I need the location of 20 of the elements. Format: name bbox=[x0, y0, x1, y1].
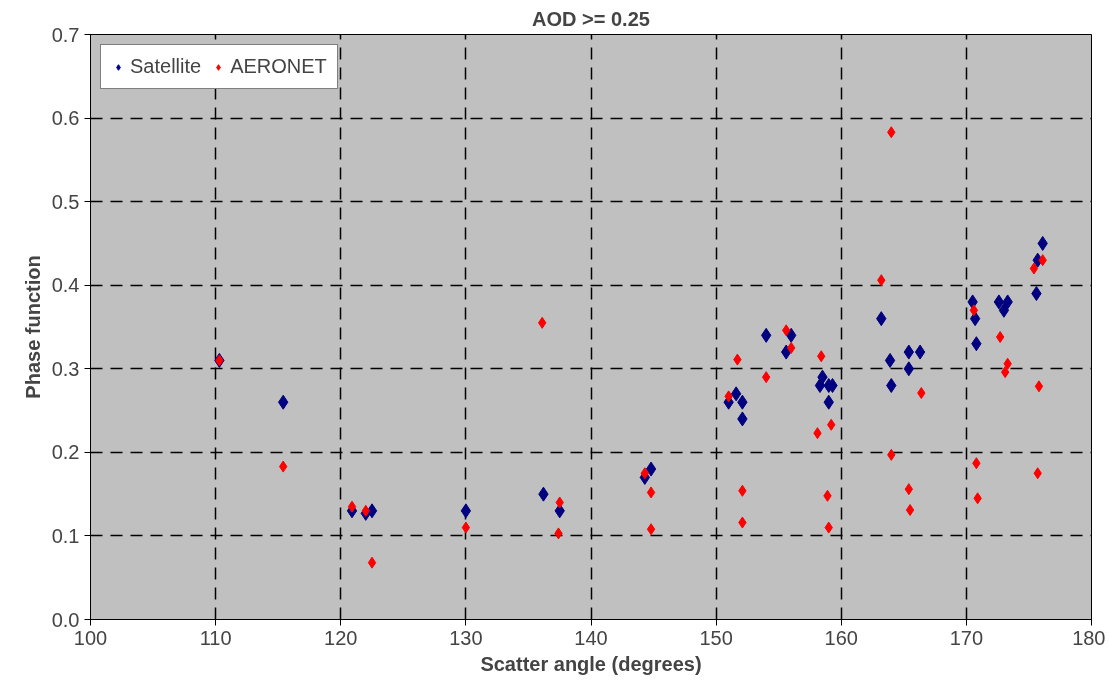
y-tick-label: 0.5 bbox=[51, 190, 80, 213]
y-tick-label: 0.4 bbox=[51, 274, 80, 297]
y-tick-label: 0.2 bbox=[51, 441, 80, 464]
x-tick-label: 160 bbox=[824, 626, 858, 649]
x-tick-label: 170 bbox=[949, 626, 984, 649]
y-axis-title: Phase function bbox=[21, 255, 44, 399]
y-tick-label: 0.1 bbox=[51, 524, 80, 547]
x-tick-label: 130 bbox=[449, 626, 483, 649]
x-tick-label: 140 bbox=[574, 626, 608, 649]
y-tick-label: 0.7 bbox=[51, 23, 80, 46]
x-axis-title: Scatter angle (degrees) bbox=[480, 652, 702, 675]
x-tick-label: 150 bbox=[699, 626, 733, 649]
x-tick-label: 110 bbox=[199, 626, 232, 649]
chart-title: AOD >= 0.25 bbox=[532, 7, 650, 30]
y-tick-label: 0.3 bbox=[51, 357, 80, 380]
legend-label: Satellite bbox=[130, 55, 202, 78]
x-tick-label: 120 bbox=[324, 626, 358, 649]
legend-label: AERONET bbox=[230, 55, 327, 78]
y-tick-label: 0.6 bbox=[51, 107, 80, 130]
x-tick-label: 180 bbox=[1072, 626, 1106, 649]
